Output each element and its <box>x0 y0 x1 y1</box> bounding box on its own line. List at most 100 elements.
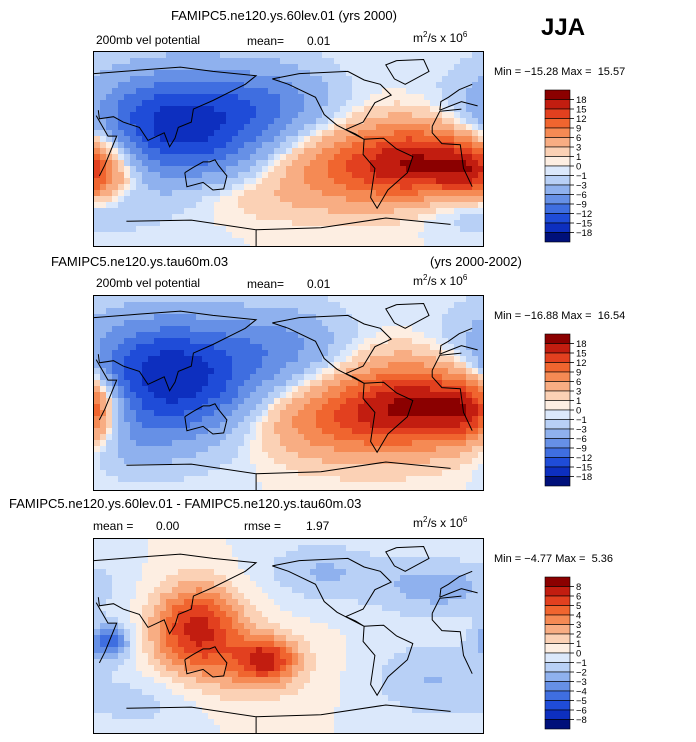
panel1-field-cell <box>148 112 155 119</box>
panel2-field-cell <box>478 440 483 447</box>
panel1-field-cell <box>142 226 149 233</box>
panel1-field-cell <box>286 214 293 221</box>
panel3-field-cell <box>352 587 359 594</box>
panel1-field-cell <box>178 106 185 113</box>
panel3-field-cell <box>274 551 281 558</box>
panel3-field-cell <box>154 587 161 594</box>
panel2-field-cell <box>418 404 425 411</box>
panel2-field-cell <box>130 332 137 339</box>
panel1-field-cell <box>160 166 167 173</box>
panel2-field-cell <box>466 404 473 411</box>
panel3-field-cell <box>178 539 185 546</box>
panel3-field-cell <box>346 575 353 582</box>
panel2-field-cell <box>250 422 257 429</box>
panel1-field-cell <box>430 196 437 203</box>
panel3-field-cell <box>424 581 431 588</box>
panel2-field-cell <box>376 434 383 441</box>
panel3-field-cell <box>106 557 113 564</box>
panel2-field-cell <box>100 404 107 411</box>
panel2-field-cell <box>106 428 113 435</box>
panel2-field-cell <box>298 482 305 489</box>
panel2-field-cell <box>166 374 173 381</box>
panel3-field-cell <box>286 563 293 570</box>
panel2-field-cell <box>214 482 221 489</box>
panel3-field-cell <box>400 581 407 588</box>
panel2-field-cell <box>232 458 239 465</box>
panel1-field-cell <box>226 112 233 119</box>
panel1-field-cell <box>268 178 275 185</box>
panel2-field-cell <box>154 320 161 327</box>
panel1-field-cell <box>316 154 323 161</box>
panel3-field-cell <box>370 539 377 546</box>
panel3-field-cell <box>400 569 407 576</box>
panel2-field-cell <box>316 434 323 441</box>
panel2-field-cell <box>202 320 209 327</box>
panel2-field-cell <box>400 326 407 333</box>
panel1-field-cell <box>250 64 257 71</box>
panel2-field-cell <box>100 482 107 489</box>
panel1-field-cell <box>370 184 377 191</box>
panel1-field-cell <box>412 70 419 77</box>
panel3-field-cell <box>112 575 119 582</box>
panel3-field-cell <box>478 575 483 582</box>
panel3-field-cell <box>370 563 377 570</box>
panel1-field-cell <box>352 208 359 215</box>
panel1-field-cell <box>412 184 419 191</box>
panel2-field-cell <box>184 392 191 399</box>
panel2-field-cell <box>346 410 353 417</box>
panel2-field-cell <box>118 416 125 423</box>
panel2-field-cell <box>142 470 149 477</box>
panel1-field-cell <box>238 112 245 119</box>
panel2-field-cell <box>358 350 365 357</box>
panel2-field-cell <box>442 374 449 381</box>
panel1-field-cell <box>292 82 299 89</box>
panel2-field-cell <box>478 356 483 363</box>
panel1-field-cell <box>310 142 317 149</box>
panel1-field-cell <box>172 100 179 107</box>
panel2-field-cell <box>214 488 221 490</box>
panel2-field-cell <box>148 470 155 477</box>
panel2-field-cell <box>142 344 149 351</box>
panel1-field-cell <box>322 184 329 191</box>
panel2-field-cell <box>412 488 419 490</box>
panel1-field-cell <box>466 232 473 239</box>
panel2-field-cell <box>370 320 377 327</box>
panel2-field-cell <box>376 320 383 327</box>
panel3-field-cell <box>322 569 329 576</box>
panel3-field-cell <box>106 563 113 570</box>
panel2-field-cell <box>142 392 149 399</box>
panel2-field-cell <box>172 386 179 393</box>
panel1-field-cell <box>184 196 191 203</box>
panel1-field-cell <box>328 190 335 197</box>
panel1-field-cell <box>418 184 425 191</box>
panel2-field-cell <box>322 326 329 333</box>
panel2-field-cell <box>148 296 155 303</box>
panel2-field-cell <box>292 416 299 423</box>
panel1-field-cell <box>226 184 233 191</box>
panel3-field-cell <box>418 581 425 588</box>
panel1-field-cell <box>238 136 245 143</box>
panel1-field-cell <box>286 58 293 65</box>
panel1-field-cell <box>406 118 413 125</box>
panel1-field-cell <box>472 76 479 83</box>
panel2-field-cell <box>334 428 341 435</box>
panel1-field-cell <box>220 118 227 125</box>
panel2-field-cell <box>130 344 137 351</box>
panel1-field-cell <box>346 130 353 137</box>
panel2-field-cell <box>154 374 161 381</box>
panel1-field-cell <box>244 124 251 131</box>
panel1-field-cell <box>256 238 263 245</box>
panel1-field-cell <box>322 160 329 167</box>
panel2-field-cell <box>442 326 449 333</box>
panel2-field-cell <box>418 332 425 339</box>
panel2-field-cell <box>268 374 275 381</box>
panel1-field-cell <box>208 244 215 246</box>
panel2-field-cell <box>448 458 455 465</box>
panel1-field-cell <box>370 112 377 119</box>
panel1-field-cell <box>370 124 377 131</box>
panel1-field-cell <box>124 88 131 95</box>
panel1-field-cell <box>184 208 191 215</box>
panel2-field-cell <box>298 488 305 490</box>
panel1-field-cell <box>172 154 179 161</box>
panel1-field-cell <box>148 88 155 95</box>
